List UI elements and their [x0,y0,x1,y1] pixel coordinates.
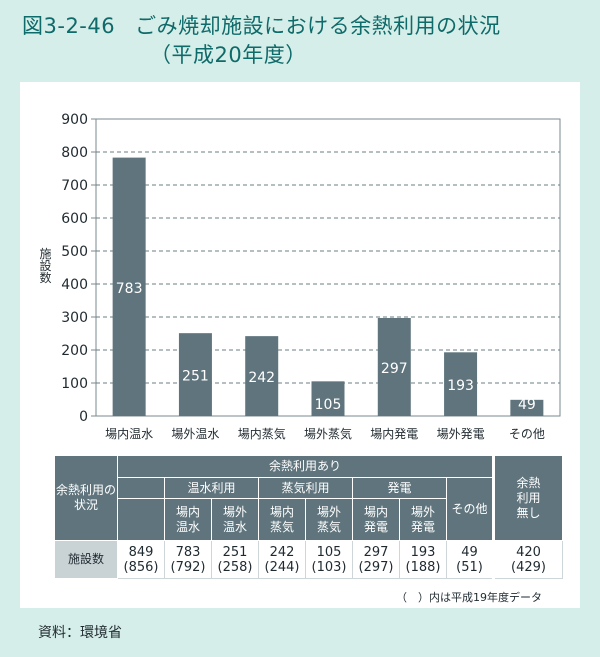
x-tick-label: 場内発電 [370,427,418,441]
x-tick-label: 場外発電 [437,427,485,441]
y-tick-label: 800 [61,145,88,161]
table-spacer [117,498,165,541]
chart-panel: 0 100 200 300 400 500 600 700 800 900 施設数 783 場内温水 25… [20,82,580,608]
bar-chart: 0 100 200 300 400 500 600 700 800 900 施設数 783 場内温水 25… [38,112,561,441]
table-col-header: 場内 発電 [352,498,400,541]
table-cell: 297 (297) [352,540,400,579]
y-tick-label: 900 [61,112,88,128]
table-col-header: 場外 発電 [399,498,447,541]
x-tick-label: 場内温水 [105,427,153,441]
bar-value-label: 783 [116,281,143,297]
y-tick-label: 300 [61,310,88,326]
plot-frame [95,118,561,417]
bar [311,381,345,416]
y-tick-label: 600 [61,211,88,227]
bar [112,157,146,417]
bar-value-label: 49 [518,397,536,413]
bar-value-label: 105 [315,397,342,413]
table-group-header: 余熱利用あり [116,455,496,478]
table-subgroup-power: 発電 [352,477,447,499]
y-tick-label: 700 [61,178,88,194]
figure-number: 図3-2-46 [22,14,116,38]
y-tick-label: 0 [79,409,88,425]
y-tick-label: 100 [61,376,88,392]
x-tick-label: 場外温水 [171,427,219,441]
table-cell: 193 (188) [399,540,447,579]
table-cell: 49 (51) [445,540,496,579]
figure-subtitle: （平成20年度） [150,43,307,67]
bar-value-label: 251 [182,369,209,385]
table-none-header: 余熱 利用 無し [493,455,564,541]
y-tick-label: 400 [61,277,88,293]
figure-title: 図3-2-46 ごみ焼却施設における余熱利用の状況 （平成20年度） [22,12,501,70]
table-subgroup-hot-water: 温水利用 [164,477,259,499]
table-row-label: 施設数 [54,540,118,579]
y-tick-label: 500 [61,244,88,260]
bar [178,333,212,416]
table-col-header: 場内 蒸気 [258,498,306,541]
table-col-header: 場内 温水 [164,498,212,541]
source-note: 資料：環境省 [38,625,122,641]
bar [377,317,411,416]
table-cell: 783 (792) [164,540,212,579]
bar [245,336,279,416]
table-col-header: 場外 蒸気 [305,498,353,541]
bar-value-label: 193 [447,378,474,394]
bar [510,399,544,416]
table-spacer [117,477,165,499]
table-cell: 105 (103) [305,540,353,579]
bar [444,352,478,416]
table-cell: 251 (258) [211,540,259,579]
bar-value-label: 297 [381,361,408,377]
y-tick-label: 200 [61,343,88,359]
table-note: （ ）内は平成19年度データ [396,591,542,604]
x-tick-label: 場外蒸気 [304,426,352,441]
bar-value-label: 242 [248,370,275,386]
table-cell-total: 849 (856) [117,540,165,579]
table-row-header: 余熱利用の状況 [54,455,118,541]
x-tick-label: 場内蒸気 [238,426,286,441]
figure-title-main: ごみ焼却施設における余熱利用の状況 [135,14,501,38]
summary-table: 余熱利用の状況 余熱利用あり 余熱 利用 無し 温水利用 蒸気利用 発電 その他… [54,455,564,579]
y-axis-label: 施設数 [38,247,52,284]
table-other-header: その他 [445,477,496,541]
x-tick-label: その他 [509,427,545,441]
table-col-header: 場外 温水 [211,498,259,541]
table-cell-none: 420 (429) [493,540,564,579]
table-subgroup-steam: 蒸気利用 [258,477,353,499]
table-cell: 242 (244) [258,540,306,579]
